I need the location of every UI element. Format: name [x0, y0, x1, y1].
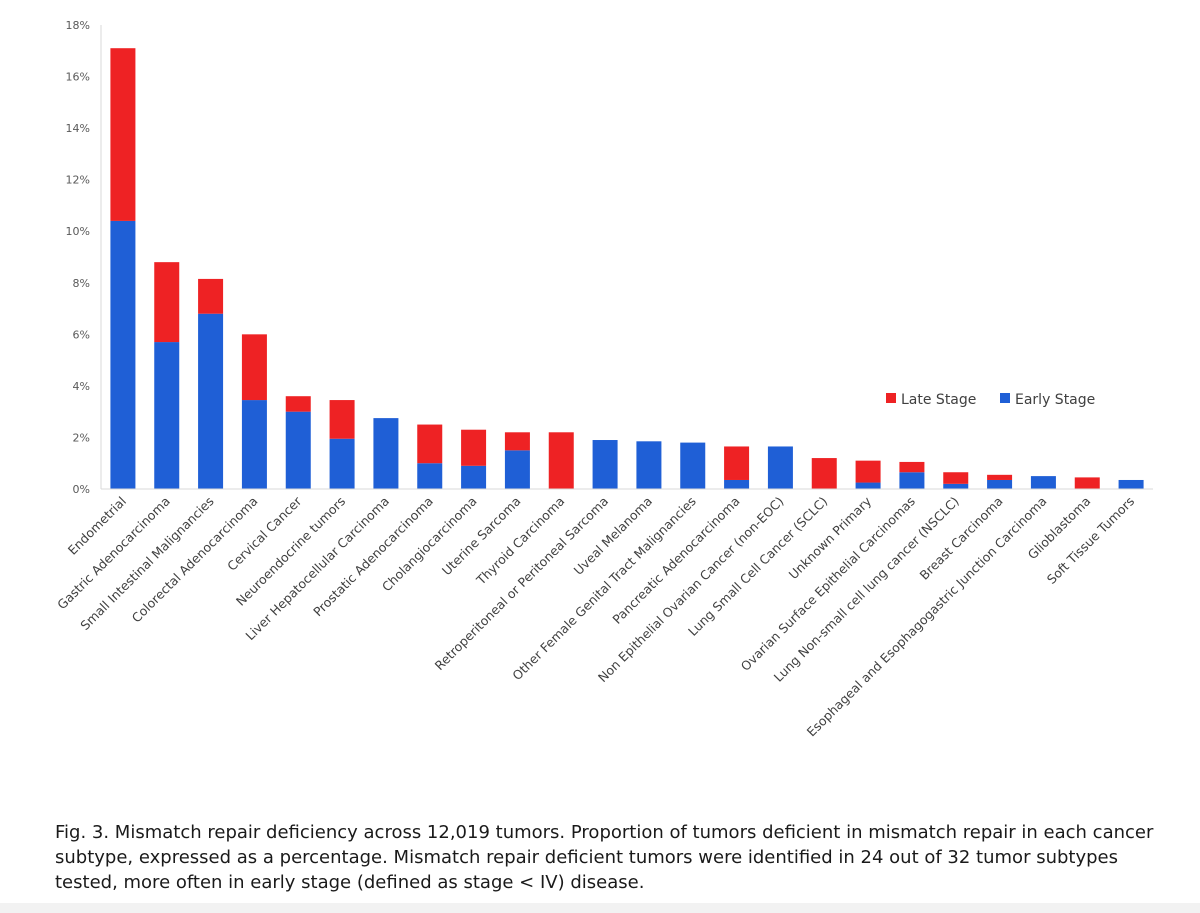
bar-early-stage [241, 400, 267, 489]
bar-chart: 0%2%4%6%8%10%12%14%16%18% EndometrialGas… [54, 19, 1153, 739]
bar-late-stage [285, 396, 311, 412]
bar-late-stage [504, 432, 530, 451]
bottom-strip [0, 903, 1200, 913]
x-category-label: Uterine Sarcoma [439, 494, 524, 579]
bar-late-stage [899, 461, 925, 473]
figure-caption: Fig. 3. Mismatch repair deficiency acros… [55, 820, 1165, 895]
y-tick-label: 16% [66, 71, 90, 84]
bar-early-stage [461, 465, 487, 489]
y-tick-label: 4% [73, 380, 90, 393]
bar-early-stage [680, 442, 706, 489]
bar-early-stage [198, 313, 224, 489]
bar-early-stage [285, 411, 311, 489]
y-tick-label: 14% [66, 122, 90, 135]
x-category-label: Soft Tissue Tumors [1044, 494, 1137, 587]
bar-early-stage [1030, 476, 1056, 489]
bar-late-stage [1074, 477, 1100, 489]
x-category-label: Uveal Melanoma [571, 494, 655, 578]
y-tick-label: 0% [73, 483, 90, 496]
bar-early-stage [417, 463, 443, 489]
bar-late-stage [987, 474, 1013, 480]
bar-early-stage [110, 220, 136, 489]
bar-early-stage [987, 479, 1013, 489]
y-tick-label: 12% [66, 174, 90, 187]
bar-early-stage [943, 483, 969, 489]
bar-late-stage [855, 460, 881, 483]
bar-early-stage [154, 342, 180, 489]
bar-late-stage [329, 400, 355, 439]
y-tick-label: 10% [66, 225, 90, 238]
x-category-label: Breast Carcinoma [916, 494, 1005, 583]
bar-early-stage [592, 440, 618, 489]
legend-label-late-stage: Late Stage [901, 392, 976, 408]
bar-late-stage [943, 472, 969, 484]
bar-late-stage [724, 446, 750, 480]
bar-late-stage [110, 48, 136, 221]
bar-early-stage [636, 441, 662, 489]
bar-early-stage [767, 446, 793, 489]
legend-swatch-late-stage [886, 393, 896, 403]
caption-text: Proportion of tumors deficient in mismat… [55, 822, 1154, 893]
legend-swatch-early-stage [1000, 393, 1010, 403]
bar-early-stage [855, 482, 881, 489]
y-tick-label: 8% [73, 277, 90, 290]
y-tick-label: 2% [73, 431, 90, 444]
bar-early-stage [899, 472, 925, 489]
bar-late-stage [461, 429, 487, 466]
bar-early-stage [504, 450, 530, 489]
x-category-label: Unknown Primary [786, 493, 875, 582]
y-tick-label: 18% [66, 19, 90, 32]
bar-late-stage [198, 278, 224, 314]
bar-early-stage [1118, 479, 1144, 489]
bar-late-stage [241, 334, 267, 401]
bar-late-stage [811, 458, 837, 489]
bar-early-stage [329, 438, 355, 489]
legend: Late Stage Early Stage [886, 392, 1095, 408]
legend-label-early-stage: Early Stage [1015, 392, 1095, 408]
bar-early-stage [724, 479, 750, 489]
x-category-label: Cervical Cancer [224, 493, 305, 574]
bar-early-stage [373, 418, 399, 489]
bar-late-stage [417, 424, 443, 464]
caption-lead: Fig. 3. Mismatch repair deficiency acros… [55, 822, 566, 843]
bar-late-stage [548, 432, 574, 489]
bar-late-stage [154, 262, 180, 343]
y-tick-label: 6% [73, 328, 90, 341]
